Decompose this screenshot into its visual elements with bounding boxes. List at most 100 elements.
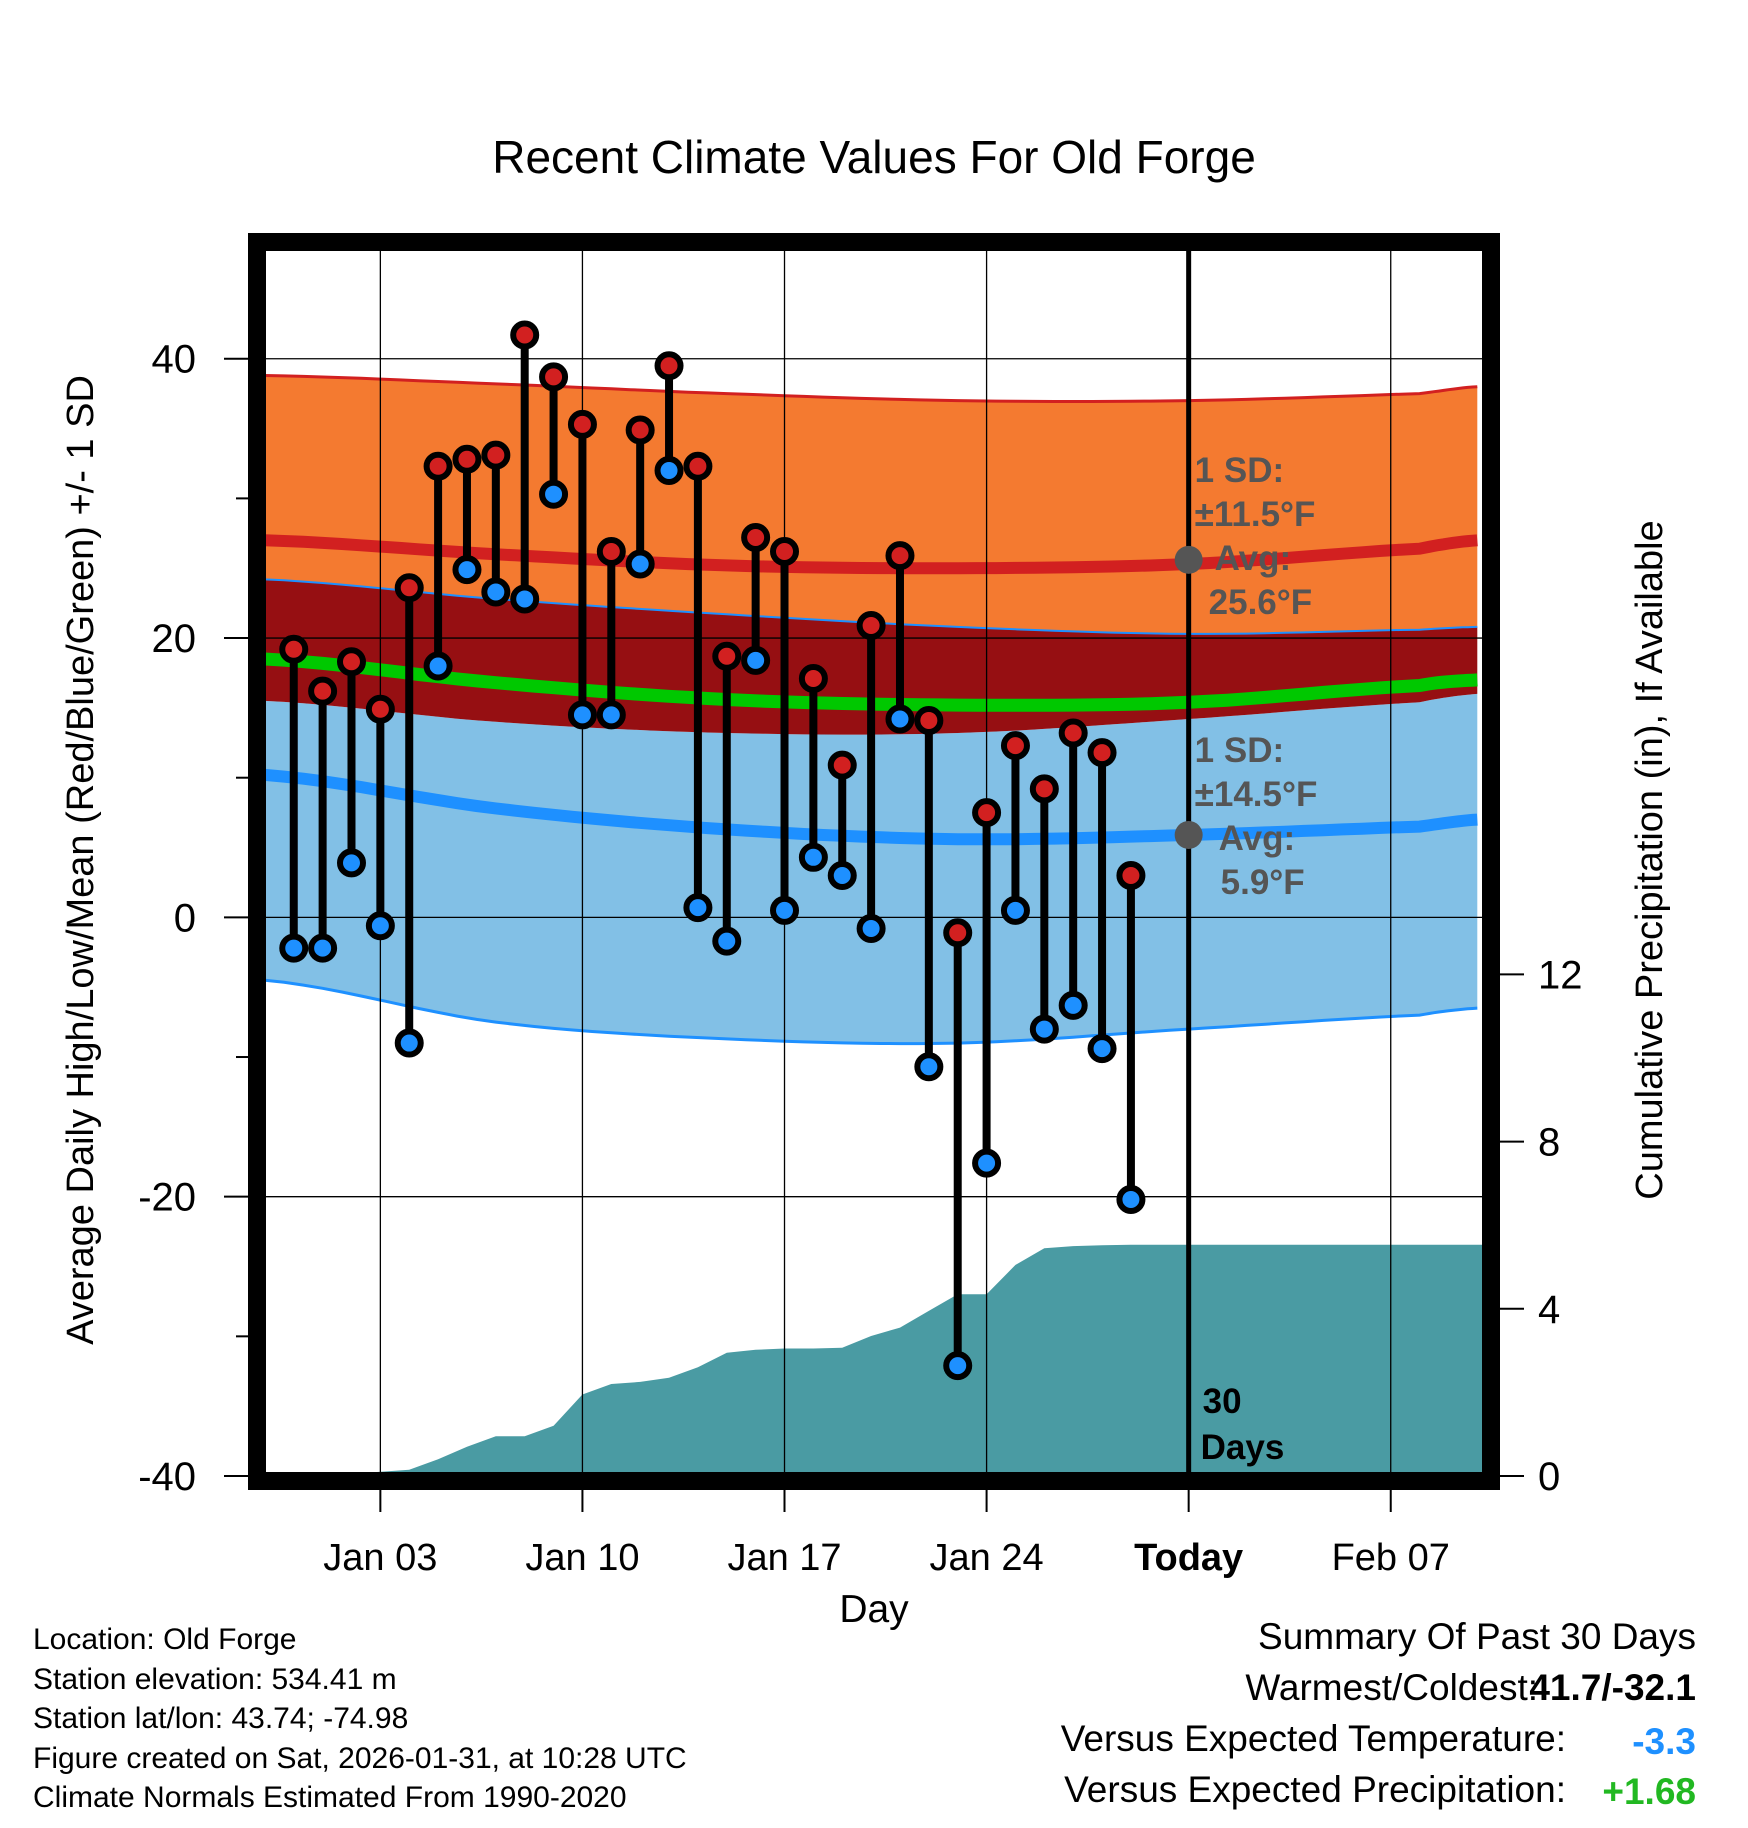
low-point [683,893,713,923]
y-axis-label: Average Daily High/Low/Mean (Red/Blue/Gr… [60,375,102,1345]
low-avg-marker [1174,820,1203,849]
low-point [943,1351,973,1381]
high-point [654,351,684,381]
temp-value: -3.3 [1632,1721,1696,1762]
low-point [394,1028,424,1058]
y-tick-label: -40 [138,1455,196,1499]
high-point [596,536,626,566]
low-point [770,895,800,925]
low-avg-label: Avg: [1219,819,1295,858]
x-tick-label: Today [1134,1537,1243,1579]
low-point [481,577,511,607]
info-elevation: Station elevation: 534.41 m [33,1663,397,1696]
low-point [452,555,482,585]
y-tick-label: -20 [138,1176,196,1220]
chart-title: Recent Climate Values For Old Forge [492,131,1256,183]
low-point [1058,990,1088,1020]
precip-value: +1.68 [1602,1771,1696,1812]
low-sd-value: ±14.5°F [1195,775,1318,814]
info-normals: Climate Normals Estimated From 1990-2020 [33,1781,627,1814]
high-point [336,647,366,677]
daily-marks [279,320,1146,1381]
period-number: 30 [1203,1382,1242,1421]
high-point [1029,774,1059,804]
high-point [712,641,742,671]
low-point [798,842,828,872]
low-point [279,933,309,963]
x-tick-label: Jan 17 [727,1537,841,1579]
x-tick-label: Jan 10 [525,1537,639,1579]
plot-area: 1 SD: ±11.5°F Avg: 25.6°F 1 SD: ±14.5°F Avg: 5.… [262,247,1486,1476]
high-point [856,610,886,640]
y-tick-label: 40 [152,338,197,382]
high-point [1000,731,1030,761]
x-tick-label: Jan 03 [323,1537,437,1579]
high-point [567,409,597,439]
y-tick-label: 0 [174,896,196,940]
high-avg-label: Avg: [1215,539,1291,578]
high-point [1058,718,1088,748]
low-point [1000,895,1030,925]
y2-tick-label: 12 [1538,953,1583,997]
y2-tick-label: 0 [1538,1455,1560,1499]
high-point [279,634,309,664]
warm-cold-value: 41.7/-32.1 [1529,1667,1696,1708]
period-unit: Days [1201,1428,1285,1467]
high-point [510,320,540,350]
high-point [972,798,1002,828]
summary-title: Summary Of Past 30 Days [1258,1616,1696,1657]
high-point [365,694,395,724]
high-plus-sd-line [264,374,1478,403]
low-point [914,1052,944,1082]
info-created: Figure created on Sat, 2026-01-31, at 10… [33,1742,687,1775]
high-point [741,522,771,552]
precip-label: Versus Expected Precipitation: [1064,1769,1566,1810]
low-point [972,1148,1002,1178]
high-sd-value: ±11.5°F [1195,495,1316,534]
y2-tick-label: 4 [1538,1288,1560,1332]
x-tick-label: Feb 07 [1332,1537,1450,1579]
high-point [452,444,482,474]
high-point [539,362,569,392]
low-point [336,848,366,878]
low-point [654,455,684,485]
temp-label: Versus Expected Temperature: [1060,1718,1566,1759]
low-point [1087,1034,1117,1064]
high-avg-value: 25.6°F [1209,583,1313,622]
y2-axis-label: Cumulative Precipitation (in), If Availa… [1629,520,1671,1199]
low-point [510,584,540,614]
low-point [1029,1014,1059,1044]
high-point [481,440,511,470]
high-point [423,451,453,481]
high-point [885,541,915,571]
warm-cold-label: Warmest/Coldest: [1245,1667,1538,1708]
y2-tick-label: 8 [1538,1121,1560,1165]
cumulative-precipitation-area [264,1244,1486,1476]
high-point [308,676,338,706]
low-point [539,479,569,509]
high-point [394,573,424,603]
low-point [741,645,771,675]
high-point [943,918,973,948]
info-latlon: Station lat/lon: 43.74; -74.98 [33,1702,409,1735]
high-sd-label: 1 SD: [1195,451,1284,490]
low-avg-value: 5.9°F [1221,863,1305,902]
high-avg-marker [1174,545,1203,574]
low-avg-line [264,768,1478,846]
high-point [827,750,857,780]
high-point [770,536,800,566]
low-point [596,700,626,730]
low-point [308,933,338,963]
info-location: Location: Old Forge [33,1623,297,1656]
low-point [567,700,597,730]
x-tick-label: Jan 24 [930,1537,1044,1579]
high-point [914,705,944,735]
low-point [423,651,453,681]
low-point [827,860,857,890]
low-point [365,911,395,941]
normal-annotations: 1 SD: ±11.5°F Avg: 25.6°F 1 SD: ±14.5°F Avg: 5.… [1174,451,1318,1467]
low-sd-label: 1 SD: [1195,731,1284,770]
low-point [1116,1184,1146,1214]
